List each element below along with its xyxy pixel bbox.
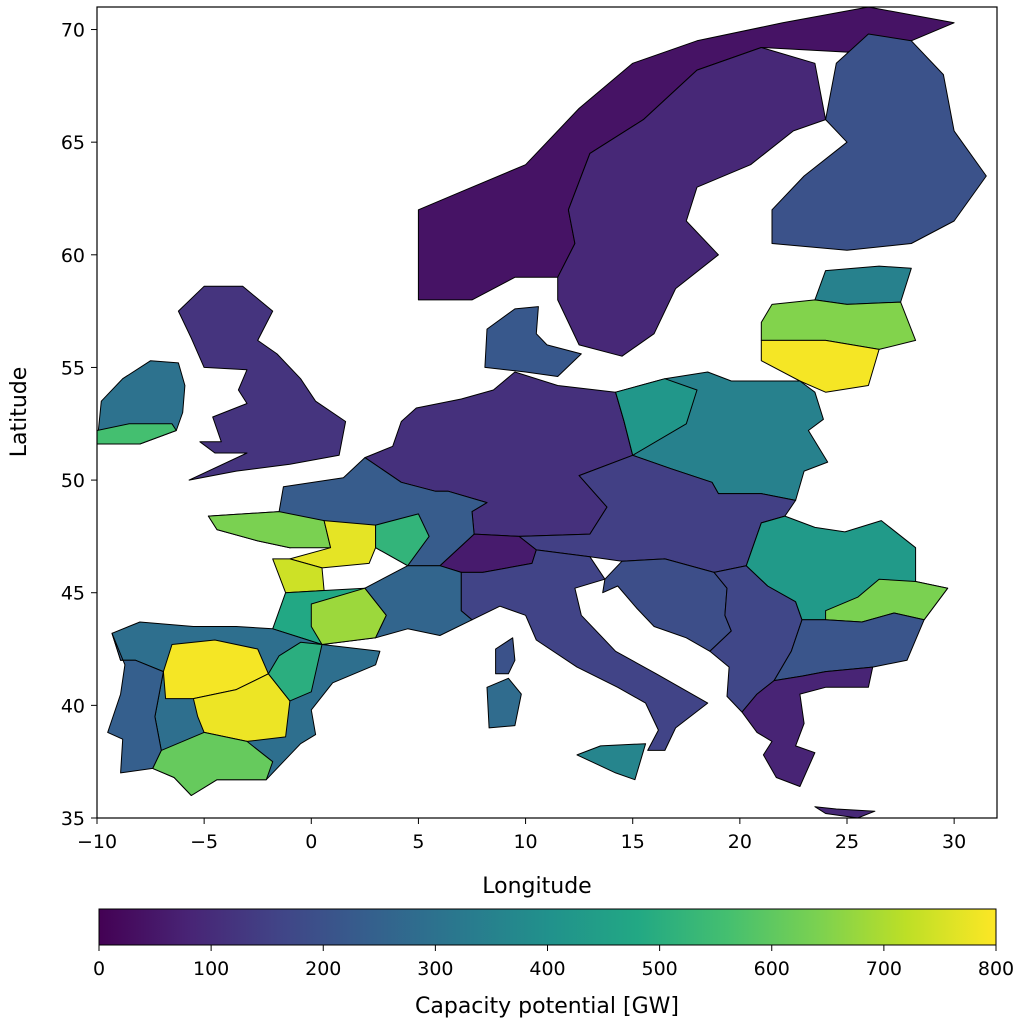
map-region-poland-west — [615, 378, 698, 456]
x-tick-label: −10 — [77, 831, 117, 853]
colorbar-gradient — [98, 908, 997, 946]
map-region-greece — [741, 666, 874, 787]
y-tick-label: 50 — [61, 470, 85, 492]
map-region-estonia — [814, 265, 912, 305]
map-region-denmark — [484, 306, 582, 377]
x-tick-label: 25 — [835, 831, 859, 853]
map-region-andalusia — [152, 731, 274, 796]
x-tick-label: 20 — [728, 831, 752, 853]
x-tick-label: 0 — [305, 831, 317, 853]
map-axes: −10 −5 0 5 10 15 20 25 30 35 40 45 50 55 60 65 70 Longi… — [7, 6, 998, 899]
map-region-poitou — [272, 558, 325, 594]
x-tick-label: 15 — [621, 831, 645, 853]
x-axis-label: Longitude — [482, 874, 591, 899]
y-tick-label: 55 — [61, 357, 85, 379]
y-tick-label: 45 — [61, 583, 85, 605]
map-region-corsica — [495, 637, 516, 675]
colorbar-tick-label: 700 — [866, 958, 902, 980]
colorbar-tick-label: 500 — [641, 958, 677, 980]
map-region-finland — [771, 33, 987, 251]
x-tick-label: 5 — [412, 831, 424, 853]
colorbar-tick-label: 100 — [193, 958, 229, 980]
map-region-crete — [814, 806, 876, 818]
map-region-castilla-la-mancha — [192, 673, 291, 742]
y-tick-label: 65 — [61, 132, 85, 154]
map-region-sicily — [576, 743, 647, 781]
map-region-sweden — [557, 47, 827, 357]
colorbar-tick-label: 300 — [417, 958, 453, 980]
map-region-great-britain — [177, 285, 347, 481]
map-region-sardinia — [486, 677, 522, 729]
y-tick-label: 70 — [61, 20, 85, 42]
map-region-brittany-loire — [207, 511, 332, 549]
map-region-aragon — [267, 641, 323, 702]
colorbar-tick-label: 200 — [305, 958, 341, 980]
map-region-france-south-east — [364, 565, 473, 639]
y-tick-label: 35 — [61, 808, 85, 830]
map-region-burgundy — [375, 513, 430, 567]
y-axis-label: Latitude — [7, 367, 32, 458]
map-region-ireland-south — [97, 423, 177, 445]
map-region-lithuania — [760, 339, 880, 393]
x-tick-label: −5 — [190, 831, 218, 853]
y-tick-label: 40 — [61, 695, 85, 717]
y-axis-ticks: 35 40 45 50 55 60 65 70 — [61, 20, 97, 830]
colorbar-ticks: 0 100 200 300 400 500 600 700 800 — [93, 945, 1014, 980]
colorbar-tick-label: 0 — [93, 958, 105, 980]
colorbar-tick-label: 800 — [978, 958, 1014, 980]
map-region-slovenia-croatia-balkans-west — [602, 558, 732, 652]
x-tick-label: 10 — [513, 831, 537, 853]
colorbar: 0 100 200 300 400 500 600 700 800 Capacity poten… — [93, 908, 1014, 1019]
y-tick-label: 60 — [61, 245, 85, 267]
x-axis-ticks: −10 −5 0 5 10 15 20 25 30 — [77, 818, 966, 853]
map-region-italy — [460, 549, 709, 751]
colorbar-tick-label: 400 — [529, 958, 565, 980]
colorbar-tick-label: 600 — [754, 958, 790, 980]
map-frame — [96, 6, 998, 819]
map-regions — [97, 7, 987, 818]
colorbar-label: Capacity potential [GW] — [415, 994, 679, 1019]
x-tick-label: 30 — [942, 831, 966, 853]
map-region-portugal — [107, 632, 164, 774]
